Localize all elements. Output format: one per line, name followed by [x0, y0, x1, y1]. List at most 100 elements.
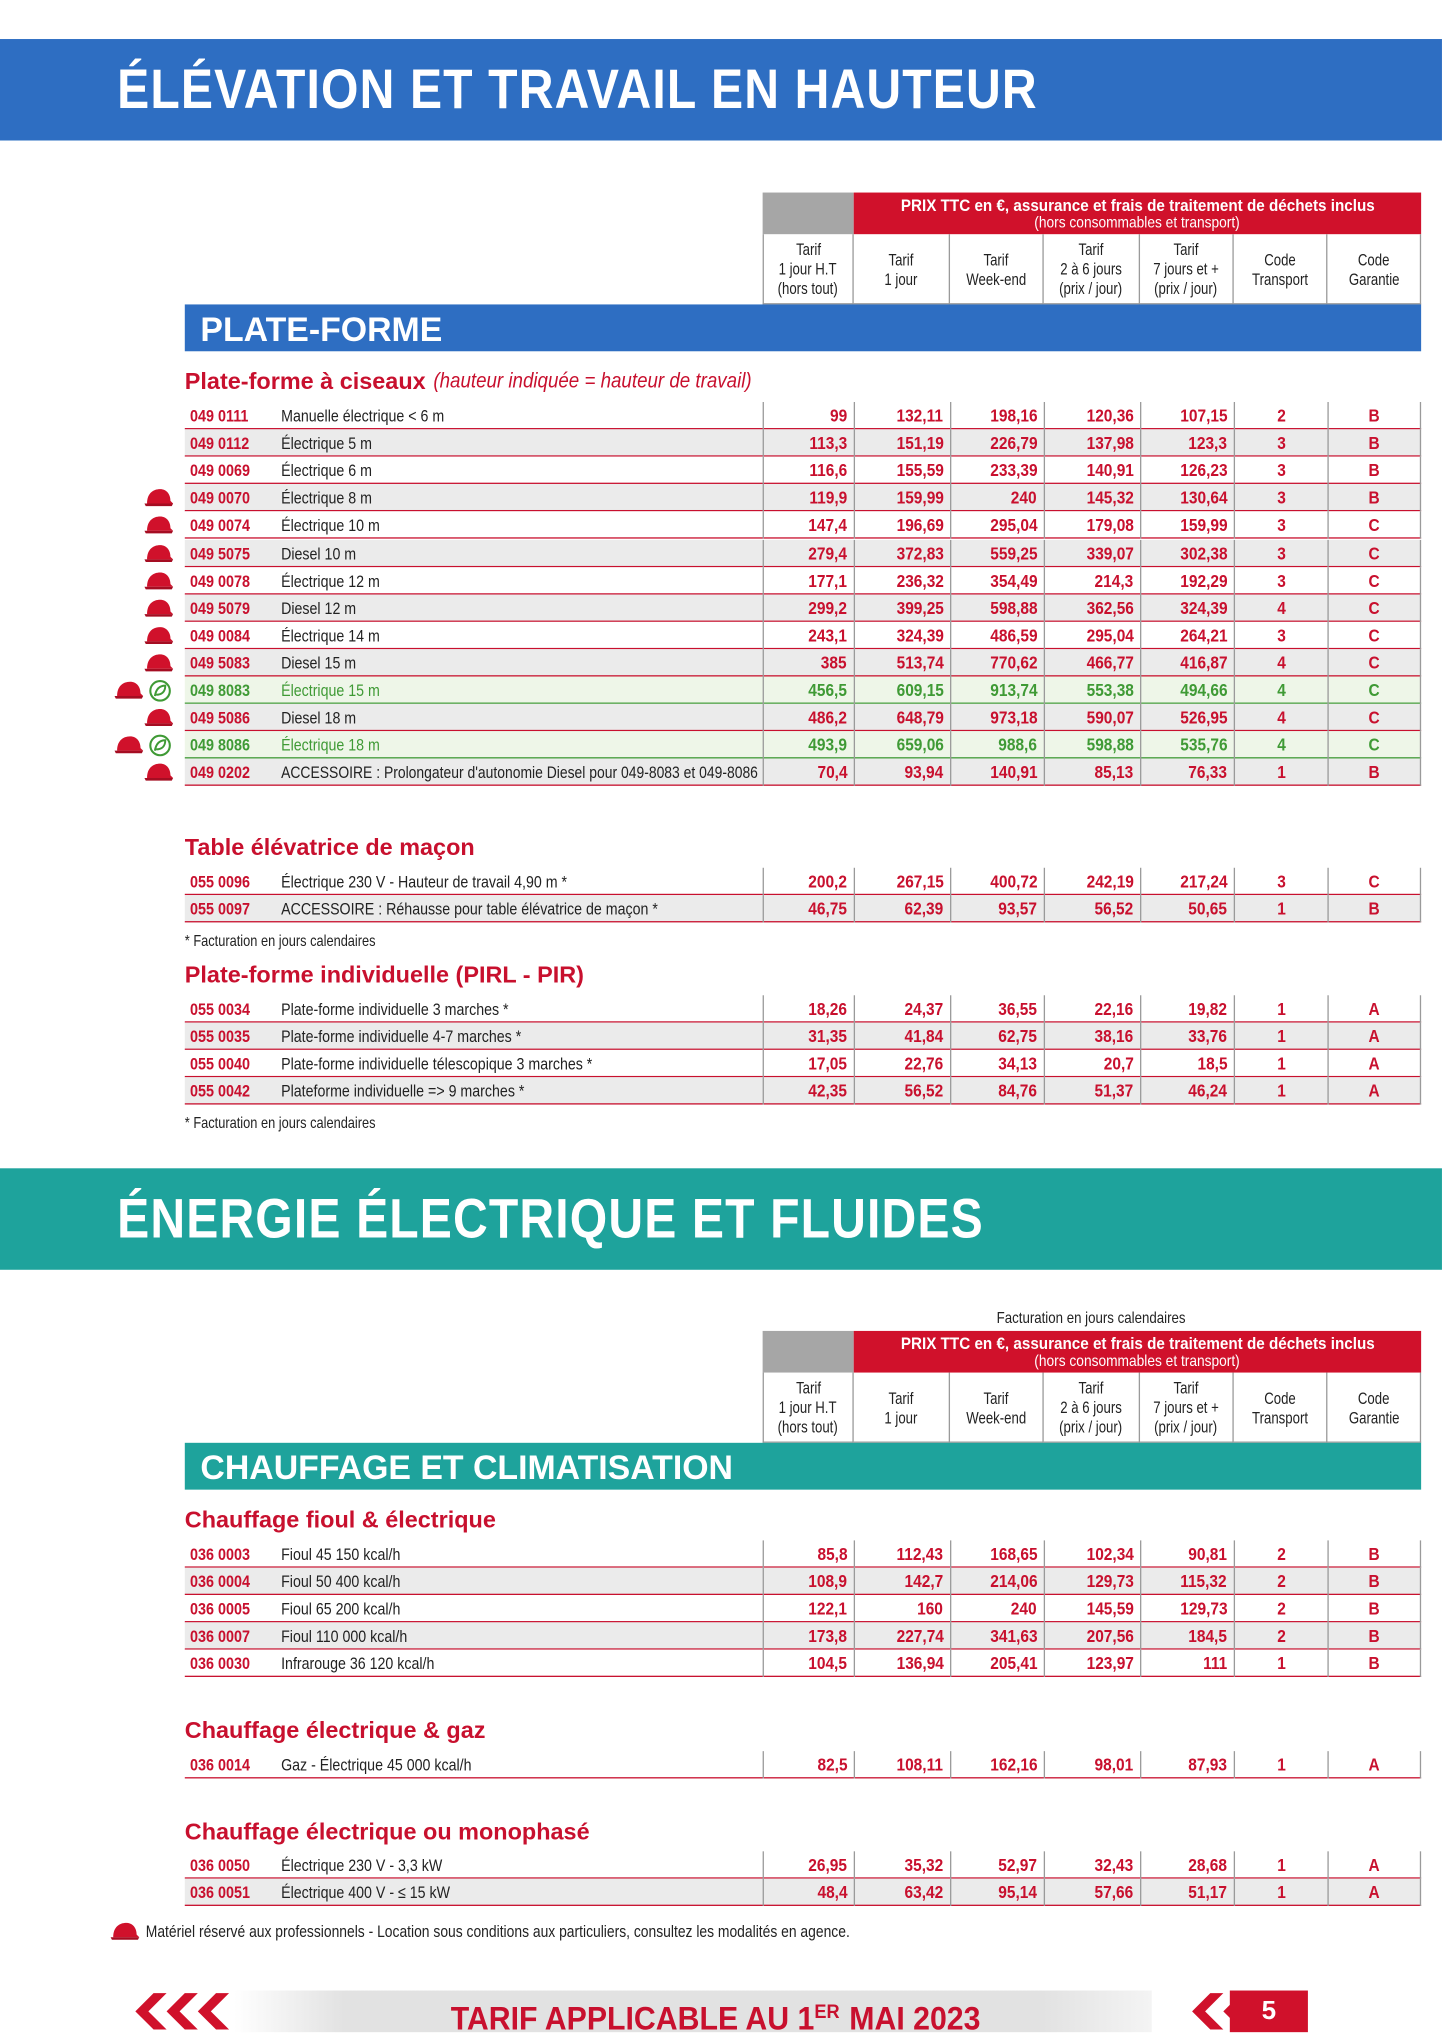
- price-cell-text: 119,9: [809, 488, 848, 508]
- item-label-text: Fioul 45 150 kcal/h: [281, 1544, 401, 1564]
- price-cell: 339,07: [1043, 539, 1140, 567]
- price-cell: 46,75: [762, 895, 854, 923]
- group-title-text: Plate-forme à ciseaux: [184, 368, 426, 395]
- price-cell: 486,2: [762, 703, 854, 732]
- column-header-line: Transport: [1234, 1407, 1326, 1427]
- price-cell-text: 526,95: [1179, 707, 1228, 728]
- item-code-text: 049 0084: [190, 625, 250, 646]
- table-row: [184, 995, 1422, 1023]
- code-cell: 4: [1233, 703, 1328, 732]
- price-cell: 341,63: [950, 1622, 1044, 1651]
- column-header-line: Code: [1327, 249, 1419, 269]
- price-cell-text: 609,15: [896, 680, 944, 700]
- price-cell: 362,56: [1043, 594, 1140, 622]
- column-header-line-text: 1 jour: [884, 268, 918, 289]
- price-cell-text: 34,13: [998, 1054, 1038, 1074]
- header-blank: [762, 1330, 854, 1373]
- item-code-text: 049 5086: [190, 707, 250, 728]
- column-header-line: (prix / jour): [1140, 1417, 1232, 1437]
- header-sub-text: (hors consommables et transport): [1034, 213, 1241, 232]
- price-cell: 115,32: [1140, 1567, 1234, 1596]
- code-cell: B: [1327, 1595, 1422, 1623]
- item-label: Fioul 65 200 kcal/h: [281, 1595, 760, 1622]
- pro-icon: [143, 708, 174, 729]
- price-cell-text: 173,8: [808, 1626, 848, 1647]
- code-cell: 3: [1233, 484, 1328, 512]
- code-cell-text: B: [1368, 1571, 1380, 1592]
- price-cell: 385: [762, 649, 854, 677]
- price-cell: 553,38: [1043, 676, 1140, 704]
- code-cell: C: [1327, 594, 1422, 622]
- price-cell-text: 108,11: [897, 1755, 944, 1775]
- item-label-text: Gaz - Électrique 45 000 kcal/h: [281, 1755, 472, 1775]
- group-note-text: (hauteur indiquée = hauteur de travail): [433, 370, 752, 393]
- column-header-line: (prix / jour): [1044, 278, 1139, 298]
- column-header-line-text: Tarif: [1078, 239, 1104, 259]
- item-code-text: 055 0034: [190, 999, 250, 1019]
- item-label-text: Fioul 65 200 kcal/h: [281, 1599, 401, 1619]
- price-cell-text: 93,57: [998, 899, 1038, 919]
- table-row: [184, 867, 1422, 896]
- pro-icon: [143, 488, 174, 509]
- price-cell-text: 93,94: [904, 762, 944, 783]
- price-cell: 113,3: [762, 429, 854, 457]
- price-cell: 147,4: [762, 511, 854, 540]
- column-header: Tarif 7 jours et + (prix / jour): [1140, 234, 1234, 305]
- item-code: 036 0004: [190, 1568, 276, 1595]
- code-cell-text: 3: [1276, 433, 1286, 453]
- price-cell: 56,52: [853, 1077, 950, 1106]
- column-header-line: 1 jour H.T: [764, 1397, 852, 1417]
- item-label-text: Fioul 50 400 kcal/h: [281, 1571, 401, 1592]
- price-cell: 162,16: [950, 1751, 1044, 1779]
- column-header-line-text: Week-end: [966, 1407, 1027, 1427]
- price-cell: 85,13: [1043, 758, 1140, 787]
- price-cell: 129,73: [1043, 1567, 1140, 1596]
- header-main: PRIX TTC en €, assurance et frais de tra…: [854, 194, 1421, 216]
- item-label: Fioul 110 000 kcal/h: [281, 1623, 760, 1650]
- price-cell-text: 51,17: [1188, 1882, 1228, 1903]
- price-cell-text: 162,16: [989, 1755, 1038, 1775]
- code-cell: 3: [1233, 867, 1328, 896]
- section-title-text: ÉNERGIE ÉLECTRIQUE ET FLUIDES: [117, 1187, 984, 1251]
- code-cell: B: [1327, 758, 1422, 787]
- item-label: ACCESSOIRE : Réhausse pour table élévatr…: [281, 895, 760, 922]
- item-label: Électrique 6 m: [281, 457, 760, 484]
- price-cell: 399,25: [853, 594, 950, 622]
- code-cell-text: B: [1368, 1544, 1380, 1564]
- price-cell-text: 38,16: [1094, 1026, 1134, 1047]
- item-code-text: 049 0074: [190, 515, 250, 536]
- code-cell: 1: [1233, 1022, 1328, 1051]
- price-cell-text: 28,68: [1188, 1855, 1228, 1875]
- price-cell-text: 299,2: [808, 598, 848, 618]
- price-cell-text: 33,76: [1188, 1026, 1228, 1047]
- price-cell-text: 242,19: [1086, 871, 1134, 892]
- price-cell: 295,04: [950, 511, 1044, 540]
- item-label-text: ACCESSOIRE : Prolongateur d'autonomie Di…: [281, 762, 758, 783]
- item-label-text: Électrique 400 V - ≤ 15 kW: [281, 1882, 451, 1903]
- price-cell: 205,41: [950, 1650, 1044, 1678]
- item-label: Gaz - Électrique 45 000 kcal/h: [281, 1751, 760, 1778]
- item-code-text: 049 5075: [190, 543, 250, 563]
- item-label-text: Électrique 8 m: [281, 488, 372, 508]
- column-header-line-text: 1 jour H.T: [779, 1397, 838, 1417]
- price-cell: 111: [1140, 1650, 1234, 1678]
- column-header: Code Transport: [1233, 234, 1328, 305]
- item-code: 036 0003: [190, 1540, 276, 1567]
- code-cell: B: [1327, 484, 1422, 512]
- code-cell: C: [1327, 703, 1422, 732]
- column-header-line-text: Tarif: [1173, 1377, 1199, 1398]
- group-title: Chauffage électrique ou monophasé: [185, 1816, 1356, 1847]
- table-row: [184, 402, 1422, 430]
- item-label-text: Électrique 10 m: [281, 515, 380, 536]
- price-cell-text: 123,97: [1086, 1654, 1134, 1674]
- price-cell: 48,4: [762, 1878, 854, 1907]
- price-cell: 108,11: [853, 1751, 950, 1779]
- price-cell: 493,9: [762, 731, 854, 759]
- item-label: Infrarouge 36 120 kcal/h: [281, 1650, 760, 1677]
- price-cell: 159,99: [1140, 511, 1234, 540]
- code-cell: 1: [1233, 895, 1328, 923]
- price-cell-text: 590,07: [1086, 707, 1134, 728]
- price-cell-text: 123,3: [1188, 433, 1228, 453]
- item-code: 036 0051: [190, 1879, 276, 1906]
- price-cell: 299,2: [762, 594, 854, 622]
